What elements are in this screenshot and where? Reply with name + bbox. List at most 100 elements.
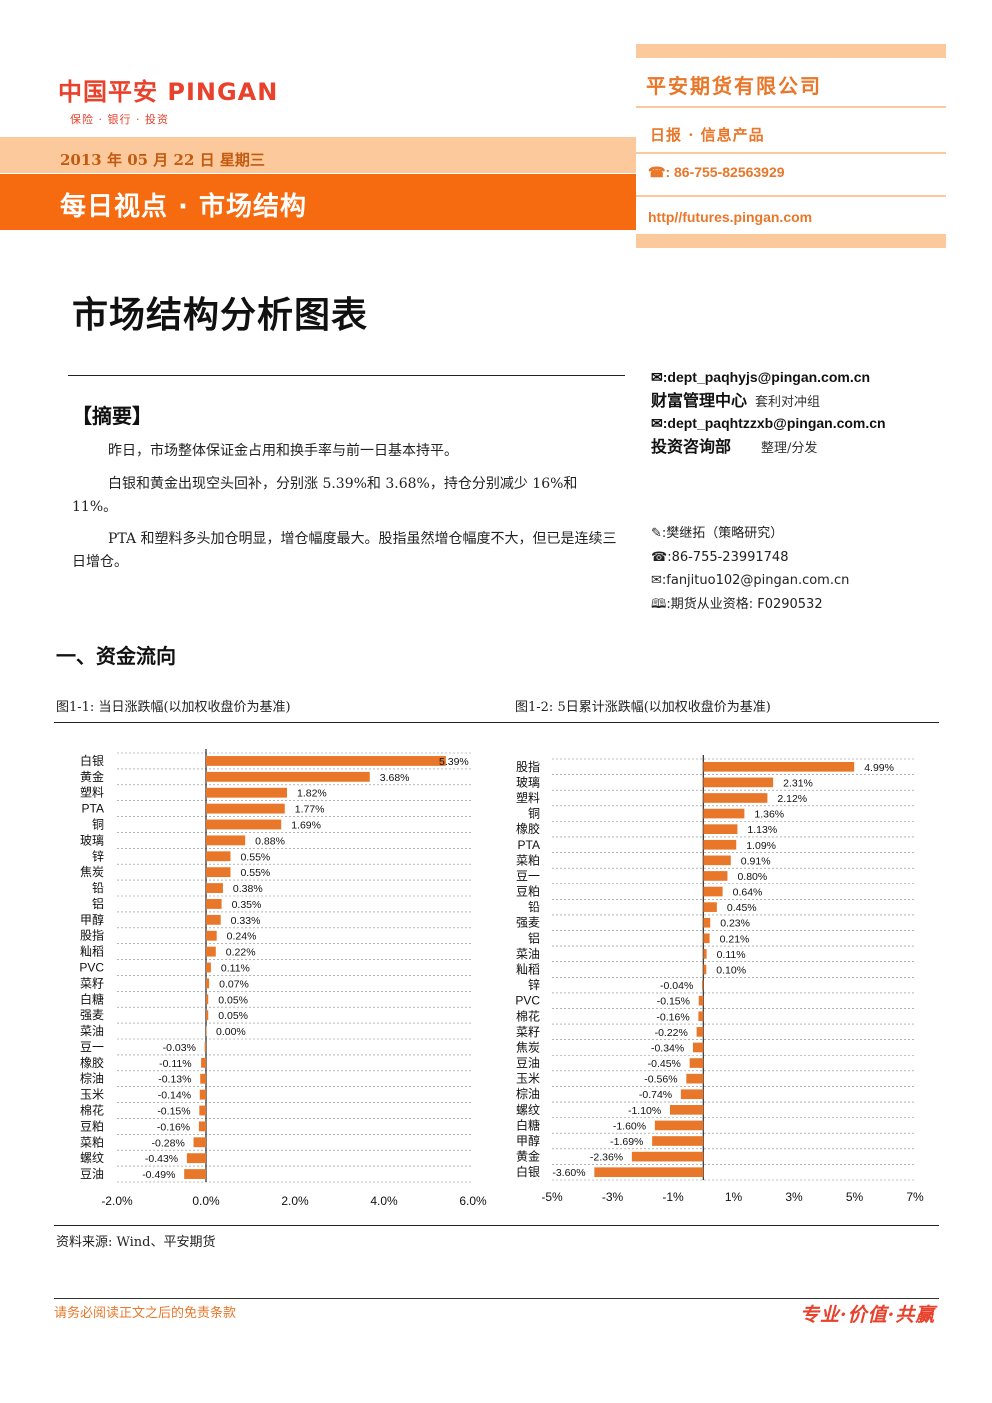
data-label: 0.00% — [216, 1026, 246, 1038]
x-tick-label: 6.0% — [459, 1194, 487, 1208]
category-label: 铝 — [528, 930, 540, 945]
bar — [703, 902, 717, 912]
data-label: 0.24% — [227, 931, 257, 943]
category-label: 黄金 — [80, 769, 104, 784]
category-label: 白糖 — [516, 1117, 540, 1132]
bar — [703, 886, 723, 897]
category-label: 塑料 — [516, 790, 540, 805]
logo-main-text: 中国平安 PINGAN — [58, 78, 279, 106]
x-tick-label: 7% — [906, 1190, 924, 1204]
disclaimer-link[interactable]: 请务必阅读正文之后的免责条款 — [54, 1306, 237, 1321]
data-label: 0.64% — [733, 887, 763, 899]
data-label: -1.69% — [610, 1136, 643, 1148]
bar — [200, 1073, 206, 1084]
category-label: 菜油 — [516, 947, 540, 961]
data-label: 0.55% — [240, 851, 270, 863]
bar — [703, 917, 711, 928]
data-label: 0.88% — [255, 835, 285, 847]
figure-2-caption: 图1-2: 5日累计涨跌幅(以加权收盘价为基准) — [515, 700, 771, 715]
category-label: 甲醇 — [516, 1133, 540, 1148]
category-label: PTA — [82, 802, 104, 816]
category-label: 股指 — [516, 759, 540, 774]
bar — [686, 1073, 704, 1084]
data-source: 资料来源: Wind、平安期货 — [56, 1235, 216, 1250]
analyst-email[interactable]: ✉:fanjituo102@pingan.com.cn — [651, 573, 850, 588]
category-label: 铜 — [92, 817, 104, 832]
company-info-box: 平安期货有限公司 日报 · 信息产品 ☎: 86-755-82563929 ht… — [636, 44, 946, 248]
dept-2-role: 整理/分发 — [761, 441, 818, 456]
category-label: 焦炭 — [516, 1040, 540, 1054]
bar — [654, 1120, 704, 1131]
bar — [206, 803, 285, 814]
x-tick-label: 2.0% — [281, 1194, 309, 1208]
bar — [698, 995, 704, 1006]
data-label: 1.13% — [747, 824, 777, 836]
data-label: -0.15% — [157, 1106, 190, 1118]
bar — [206, 994, 209, 1005]
report-date: 2013 年 05 月 22 日 星期三 — [60, 151, 265, 169]
category-label: 菜籽 — [80, 976, 104, 990]
divider — [68, 375, 625, 376]
x-tick-label: 4.0% — [370, 1194, 398, 1208]
analyst-license: 🕮:期货从业资格: F0290532 — [651, 596, 823, 612]
data-label: 5.39% — [439, 756, 469, 768]
company-url[interactable]: http//futures.pingan.com — [648, 209, 813, 225]
bar — [206, 851, 231, 862]
dept-email-1[interactable]: ✉:dept_paqhyjs@pingan.com.cn — [651, 369, 871, 385]
category-label: 焦炭 — [80, 865, 104, 879]
category-label: 棕油 — [516, 1086, 540, 1101]
category-label: 豆一 — [516, 869, 540, 883]
data-label: 0.33% — [231, 915, 261, 927]
data-label: 2.12% — [777, 793, 807, 805]
data-label: 1.36% — [754, 809, 784, 821]
bar — [703, 808, 745, 819]
category-label: 豆一 — [80, 1040, 104, 1054]
data-label: 2.31% — [783, 777, 813, 789]
data-label: -1.10% — [628, 1105, 661, 1117]
logo-sub-text: 保险 · 银行 · 投资 — [70, 113, 169, 126]
dept-email-2[interactable]: ✉:dept_paqhtzzxb@pingan.com.cn — [651, 415, 886, 431]
data-label: 1.82% — [297, 788, 327, 800]
data-label: 0.11% — [717, 949, 746, 961]
category-label: 橡胶 — [516, 821, 540, 836]
data-label: 1.77% — [295, 804, 325, 816]
data-label: -0.14% — [158, 1090, 191, 1102]
section-title: 一、资金流向 — [56, 644, 176, 668]
dept-2-name: 投资咨询部 — [651, 437, 732, 456]
category-label: 铅 — [528, 900, 540, 914]
data-label: 0.22% — [226, 947, 256, 959]
bar — [206, 1010, 209, 1021]
bar — [198, 1121, 206, 1132]
bar — [696, 1027, 704, 1037]
data-label: -0.49% — [142, 1169, 175, 1181]
bar — [703, 933, 710, 944]
category-label: 铜 — [528, 806, 540, 821]
category-label: 甲醇 — [80, 912, 104, 927]
x-tick-label: 1% — [725, 1190, 743, 1204]
category-label: 铅 — [92, 881, 104, 895]
data-label: 1.09% — [746, 840, 776, 852]
abstract-paragraph-3: PTA 和塑料多头加仓明显，增仓幅度最大。股指虽然增仓幅度不大，但已是连续三日增… — [72, 531, 617, 570]
data-label: 0.35% — [232, 899, 262, 911]
category-label: 黄金 — [516, 1149, 540, 1164]
bar — [703, 964, 707, 975]
top-strip — [636, 44, 946, 58]
category-label: PTA — [518, 838, 540, 852]
data-label: 0.11% — [221, 963, 250, 975]
data-label: 0.38% — [233, 883, 263, 895]
data-label: -0.28% — [152, 1137, 185, 1149]
date-band — [0, 137, 636, 173]
category-label: 豆油 — [80, 1167, 104, 1181]
bar — [703, 871, 728, 881]
bar — [204, 1042, 206, 1052]
data-label: 0.07% — [219, 978, 249, 990]
x-tick-label: 3% — [785, 1190, 803, 1204]
separator — [636, 152, 946, 154]
bar — [206, 962, 211, 973]
bar — [703, 949, 707, 959]
footer-divider — [54, 1298, 939, 1299]
analyst-name: ✎:樊继拓（策略研究） — [651, 526, 784, 541]
separator — [636, 106, 946, 108]
category-label: 棉花 — [516, 1008, 540, 1023]
bar — [206, 883, 223, 893]
